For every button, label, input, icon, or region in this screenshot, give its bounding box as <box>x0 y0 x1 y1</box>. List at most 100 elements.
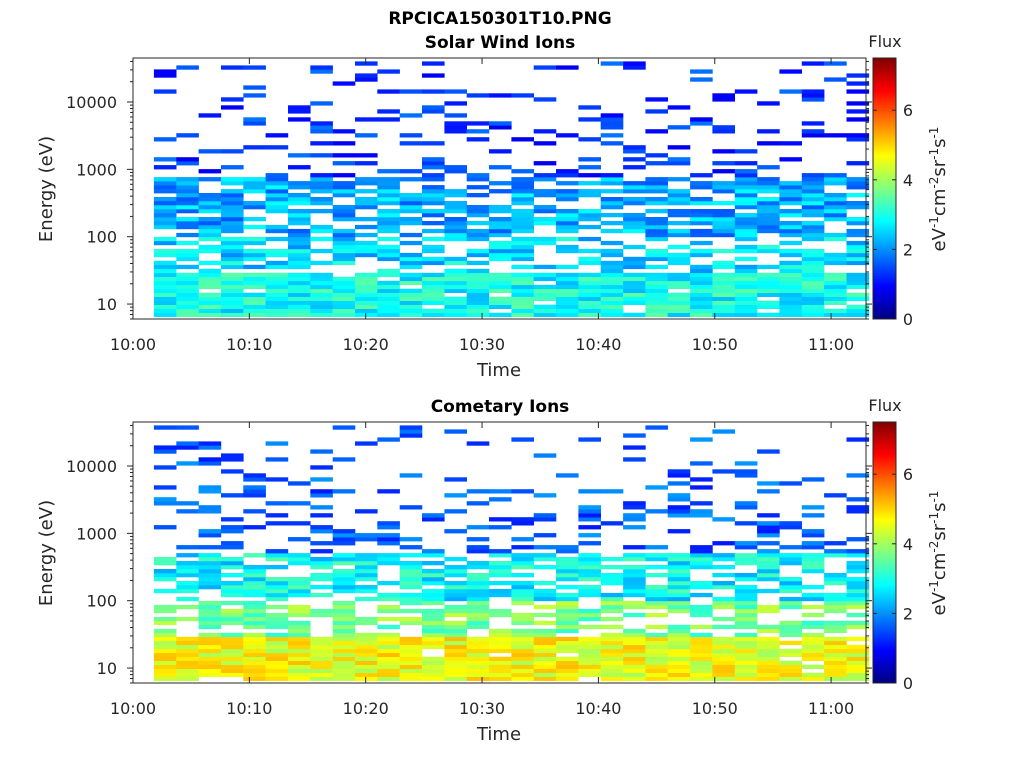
heatmap-cell <box>176 656 199 661</box>
heatmap-cell <box>221 644 244 650</box>
heatmap-cell <box>824 260 847 266</box>
heatmap-cell <box>288 632 311 638</box>
heatmap-cell <box>444 304 467 309</box>
heatmap-cell <box>600 61 624 66</box>
heatmap-cell <box>243 493 266 498</box>
heatmap-cell <box>712 656 735 661</box>
heatmap-cell <box>511 137 534 142</box>
heatmap-cell <box>176 308 199 313</box>
heatmap-cell <box>489 244 512 250</box>
heatmap-cell <box>556 620 579 626</box>
heatmap-cell <box>578 585 601 590</box>
heatmap-cell <box>153 664 177 669</box>
heatmap-cell <box>355 161 378 166</box>
heatmap-cell <box>288 561 311 566</box>
heatmap-cell <box>355 232 378 238</box>
heatmap-cell <box>377 608 400 614</box>
heatmap-cell <box>690 308 713 313</box>
heatmap-cell <box>332 541 356 546</box>
heatmap-cell <box>310 312 333 317</box>
heatmap-cell <box>667 221 691 226</box>
heatmap-cell <box>332 644 356 650</box>
heatmap-cell <box>422 616 445 622</box>
heatmap-cell <box>779 640 802 646</box>
heatmap-cell <box>489 300 512 305</box>
heatmap-cell <box>332 600 356 606</box>
heatmap-cell <box>690 121 713 126</box>
heatmap-cell <box>511 169 534 174</box>
heatmap-cell <box>623 612 646 618</box>
heatmap-cell <box>377 312 400 317</box>
heatmap-cell <box>288 236 311 242</box>
heatmap-cell <box>444 125 467 130</box>
heatmap-cell <box>399 240 423 246</box>
heatmap-cell <box>734 636 758 642</box>
heatmap-cell <box>265 565 289 570</box>
heatmap-cell <box>801 529 825 534</box>
heatmap-cell <box>198 529 222 534</box>
heatmap-cell <box>779 561 802 566</box>
heatmap-cell <box>846 473 870 478</box>
heatmap-cell <box>265 312 289 317</box>
heatmap-cell <box>824 577 847 582</box>
heatmap-cell <box>801 672 825 677</box>
heatmap-cell <box>511 668 534 673</box>
heatmap-cell <box>824 276 847 282</box>
heatmap-cell <box>243 624 266 630</box>
heatmap-cell <box>489 612 512 618</box>
heatmap-cell <box>578 217 601 222</box>
heatmap-cell <box>355 441 378 446</box>
heatmap-cell <box>176 585 199 590</box>
heatmap-cell <box>288 181 311 186</box>
heatmap-cell <box>801 185 825 190</box>
heatmap-cell <box>489 497 512 502</box>
heatmap-cell <box>377 553 400 558</box>
heatmap-cell <box>645 181 668 186</box>
heatmap-cell <box>444 588 467 594</box>
heatmap-cell <box>734 600 758 606</box>
heatmap-cell <box>645 624 668 630</box>
heatmap-cell <box>221 296 244 301</box>
heatmap-cell <box>355 644 378 650</box>
heatmap-cell <box>667 600 691 606</box>
x-axis-solar-wind: 10:00 10:10 10:20 10:30 10:40 10:50 11:00 <box>110 58 854 354</box>
heatmap-cell <box>466 213 490 218</box>
heatmap-cell <box>288 636 311 642</box>
heatmap-cell <box>578 592 601 598</box>
heatmap-cell <box>846 201 870 206</box>
heatmap-cell <box>377 624 400 630</box>
heatmap-cell <box>377 533 400 538</box>
heatmap-cell <box>734 197 758 202</box>
heatmap-cell <box>422 272 445 278</box>
heatmap-cell <box>779 157 802 162</box>
heatmap-cell <box>422 300 445 305</box>
heatmap-cell <box>556 244 579 250</box>
heatmap-cell <box>444 529 467 534</box>
heatmap-cells-solar-wind <box>153 61 870 317</box>
heatmap-cell <box>489 272 512 278</box>
heatmap-cell <box>578 588 601 594</box>
heatmap-cell <box>198 505 222 510</box>
heatmap-cell <box>846 73 870 78</box>
heatmap-cell <box>511 600 534 606</box>
heatmap-cell <box>153 608 177 614</box>
heatmap-cell <box>600 565 624 570</box>
heatmap-cell <box>399 264 423 270</box>
heatmap-cell <box>645 236 668 242</box>
heatmap-cell <box>466 276 490 282</box>
heatmap-cell <box>377 189 400 194</box>
heatmap-cell <box>288 165 311 170</box>
heatmap-cell <box>310 125 333 130</box>
heatmap-cell <box>846 565 870 570</box>
heatmap-cell <box>533 217 557 222</box>
heatmap-cell <box>757 577 780 582</box>
heatmap-cell <box>243 656 266 661</box>
heatmap-cell <box>734 276 758 282</box>
heatmap-cell <box>310 121 333 126</box>
heatmap-cell <box>757 185 780 190</box>
heatmap-cell <box>511 437 534 442</box>
heatmap-cell <box>779 252 802 258</box>
heatmap-cell <box>690 288 713 293</box>
heatmap-cell <box>757 648 780 654</box>
